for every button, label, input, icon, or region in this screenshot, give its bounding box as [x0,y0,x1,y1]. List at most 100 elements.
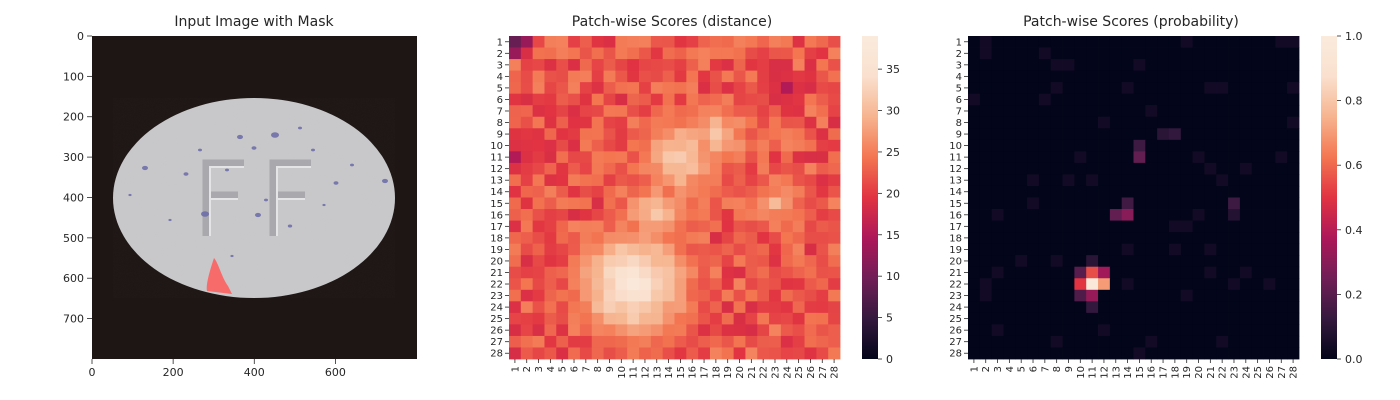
heatmap-cell [1098,162,1111,175]
heatmap-cell [698,36,711,48]
heatmap-cell [1015,312,1028,325]
heatmap-cell [757,255,770,268]
heatmap-cell [1180,128,1194,141]
heatmap-cell [1228,82,1241,95]
heatmap-cell [662,347,675,360]
heatmap-cell [674,324,687,337]
heatmap-cell [1157,324,1170,337]
heatmap-cell [1062,278,1075,291]
heatmap-cell [780,139,794,152]
heatmap-cell [615,335,628,348]
heatmap-cell [1109,185,1123,198]
heatmap-cell [968,105,981,118]
heatmap-cell [579,209,593,221]
heatmap-cell [733,128,746,141]
heatmap-cell [709,185,723,198]
heatmap-cell [579,93,593,106]
heatmap-cell [1133,47,1146,60]
y-tick-label: 100 [63,70,84,83]
heatmap-cell [532,243,545,256]
heatmap-cell [745,36,758,48]
heatmap-cell [816,82,829,95]
heatmap-cell [1050,36,1063,48]
heatmap-cell [709,139,723,152]
speckle [183,172,189,176]
heatmap-cell [1157,243,1170,256]
heatmap-cell [1050,185,1063,198]
heatmap-cell [1168,93,1182,106]
heatmap-cell [603,197,616,210]
heatmap-cell [991,151,1004,164]
heatmap-cell [733,116,746,129]
heatmap-cell [568,266,581,279]
heatmap-cell [698,335,711,348]
heatmap-cell [1228,93,1241,106]
heatmap-cell [1074,70,1087,83]
heatmap-cell [1192,36,1205,48]
heatmap-cell [1192,93,1205,106]
heatmap-cell [828,324,841,337]
heatmap-cell [1168,162,1182,175]
heatmap-cell [769,232,782,245]
heatmap-cell [520,70,534,83]
heatmap-cell [1287,82,1300,95]
heatmap-cell [792,220,805,233]
heatmap-cell [591,243,604,256]
heatmap-cell [968,197,981,210]
heatmap-cell [804,209,817,221]
heatmap-cell [968,70,981,83]
heatmap-cell [1168,59,1182,72]
heatmap-cell [979,36,993,48]
heatmap-cell [698,105,711,118]
heatmap-cell [780,289,794,302]
heatmap-cell [639,289,652,302]
heatmap-cell [1204,116,1217,129]
heatmap-cell [1038,59,1052,72]
heatmap-cell [1275,278,1288,291]
heatmap-cell [650,324,664,337]
heatmap-cell [828,105,841,118]
heatmap-cell [1086,209,1099,221]
heatmap-cell [568,47,581,60]
heatmap-cell [745,278,758,291]
heatmap-cell [709,266,723,279]
heatmap-cell [568,185,581,198]
heatmap-cell [745,312,758,325]
heatmap-cell [1216,324,1229,337]
heatmap-cell [1015,220,1028,233]
heatmap-cell [650,47,664,60]
heatmap-cell [757,151,770,164]
heatmap-cell [733,289,746,302]
heatmap-cell [686,185,699,198]
heatmap-cell [698,139,711,152]
heatmap-cell [733,312,746,325]
heatmap-cell [556,220,569,233]
heatmap-cell [556,59,569,72]
heatmap-cell [532,70,545,83]
heatmap-cell [1133,93,1146,106]
row-tick-label: 15 [949,199,962,210]
heatmap-cell [1263,93,1276,106]
heatmap-cell [1204,59,1217,72]
heatmap-cell [1121,105,1134,118]
heatmap-cell [1180,255,1194,268]
heatmap-cell [1263,278,1276,291]
col-tick-label: 7 [1040,366,1051,372]
heatmap-cell [1157,278,1170,291]
speckle [201,211,209,217]
heatmap-cell [1157,301,1170,314]
heatmap-cell [520,232,534,245]
heatmap-cell [757,93,770,106]
col-tick-label: 24 [1241,366,1252,379]
heatmap-cell [1062,312,1075,325]
heatmap-cell [615,209,628,221]
heatmap-cell [1133,335,1146,348]
heatmap-cell [1098,220,1111,233]
heatmap-cell [816,174,829,187]
heatmap-cell [650,105,664,118]
heatmap-cell [1204,301,1217,314]
heatmap-cell [721,335,735,348]
colorbar-tick-label: 20 [886,187,900,200]
heatmap-cell [639,82,652,95]
heatmap-cell [757,47,770,60]
